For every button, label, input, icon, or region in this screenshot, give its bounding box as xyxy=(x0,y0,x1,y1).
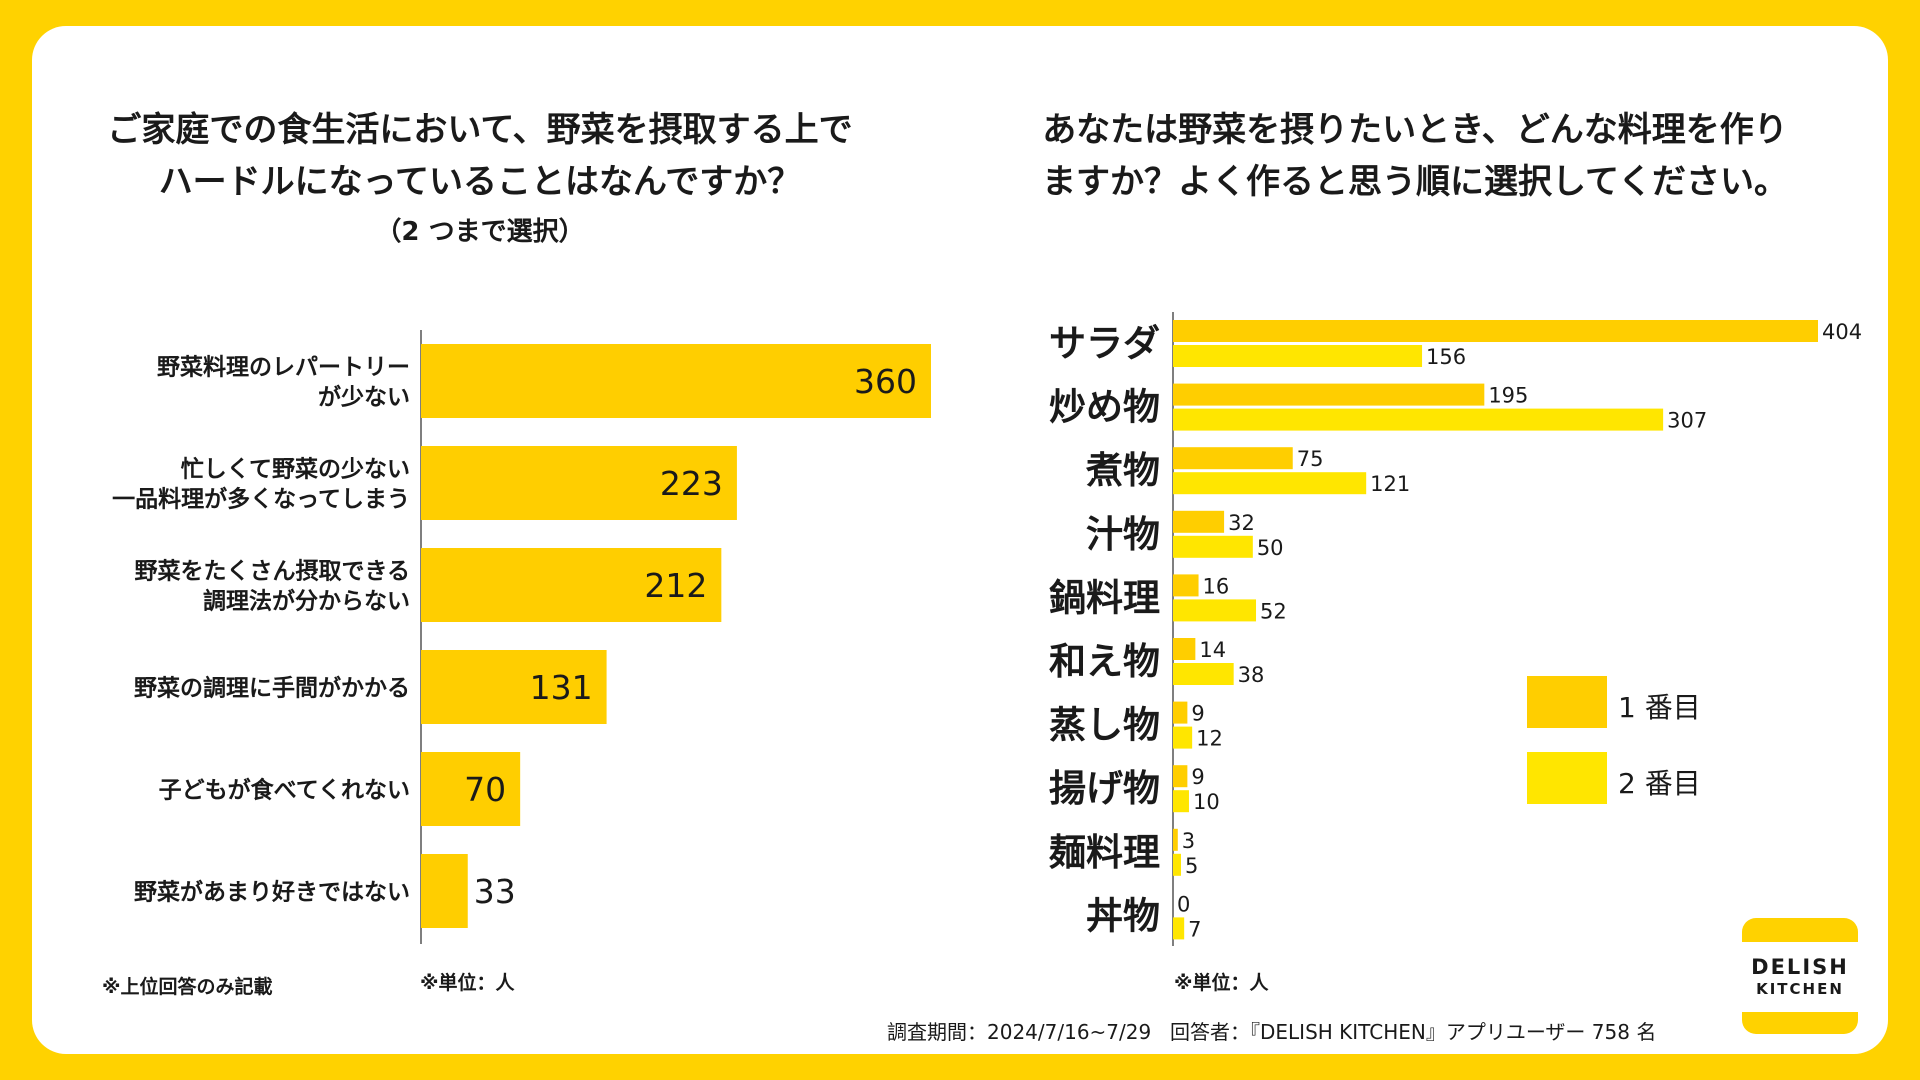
right-bar-value: 75 xyxy=(1297,447,1324,471)
right-bar-value: 0 xyxy=(1177,892,1190,916)
right-bar-value: 10 xyxy=(1193,790,1220,814)
left-category-label: 一品料理が多くなってしまう xyxy=(112,485,410,512)
right-unit: ※単位：人 xyxy=(1174,972,1269,994)
left-bar xyxy=(421,344,931,418)
logo-text-delish: DELISH xyxy=(1751,955,1849,979)
left-category-label: 野菜の調理に手間がかかる xyxy=(134,674,410,701)
left-bar-value: 131 xyxy=(530,668,593,707)
left-title-line2: ハードルになっていることはなんですか？ xyxy=(158,162,802,202)
right-bar-first xyxy=(1173,510,1225,533)
right-bar-value: 121 xyxy=(1370,472,1410,496)
logo-text-kitchen: KITCHEN xyxy=(1756,980,1844,998)
left-bar xyxy=(421,650,607,724)
left-category-label: が少ない xyxy=(318,383,410,410)
right-bar-value: 307 xyxy=(1667,409,1707,433)
left-note: ※上位回答のみ記載 xyxy=(102,976,273,998)
left-bar xyxy=(421,752,521,826)
left-bar xyxy=(421,446,737,520)
left-bar-value: 223 xyxy=(660,464,723,503)
right-bar-value: 404 xyxy=(1822,320,1862,344)
legend-swatch-first xyxy=(1527,676,1607,728)
right-bar-second xyxy=(1173,345,1423,367)
right-bar-second xyxy=(1173,535,1253,558)
right-bar-value: 3 xyxy=(1182,829,1195,853)
right-bar-second xyxy=(1173,853,1181,876)
right-category-label: 鍋料理 xyxy=(1049,576,1160,619)
right-bar-value: 156 xyxy=(1426,345,1466,369)
right-bar-value: 14 xyxy=(1199,638,1226,662)
right-bar-first xyxy=(1173,383,1485,406)
right-bar-second xyxy=(1173,599,1257,622)
left-bar-value: 360 xyxy=(854,362,917,401)
left-bar-value: 212 xyxy=(644,566,707,605)
left-category-label: 調理法が分からない xyxy=(203,587,410,614)
survey-respondents: 回答者：『DELISH KITCHEN』アプリユーザー 758 名 xyxy=(1170,1020,1657,1044)
left-bar xyxy=(421,548,722,622)
right-bar-first xyxy=(1173,638,1196,660)
delish-kitchen-logo: DELISH KITCHEN xyxy=(1742,918,1858,1034)
left-chart-title: ご家庭での食生活において、野菜を摂取する上で ハードルになっていることはなんです… xyxy=(40,104,920,208)
right-category-label: 和え物 xyxy=(1049,640,1160,683)
right-bar-value: 32 xyxy=(1228,511,1255,535)
left-category-label: 野菜があまり好きではない xyxy=(134,878,410,905)
right-bar-first xyxy=(1173,320,1818,342)
right-bar-value: 5 xyxy=(1185,854,1198,878)
right-bar-value: 12 xyxy=(1196,727,1223,751)
left-category-label: 子どもが食べてくれない xyxy=(159,776,410,803)
right-chart-title: あなたは野菜を摂りたいとき、どんな料理を作り ますか？よく作ると思う順に選択して… xyxy=(960,104,1870,208)
right-bar-second xyxy=(1173,917,1185,940)
content-card xyxy=(32,26,1888,1054)
right-bar-value: 195 xyxy=(1488,384,1528,408)
right-bar-second xyxy=(1173,472,1367,495)
left-bar xyxy=(421,854,468,928)
right-category-label: 丼物 xyxy=(1086,894,1160,937)
left-category-label: 野菜をたくさん摂取できる xyxy=(134,558,410,584)
right-bar-second xyxy=(1173,790,1189,813)
logo-inner: DELISH KITCHEN xyxy=(1742,942,1858,1012)
left-chart-subtitle: （2 つまで選択） xyxy=(375,217,585,247)
right-bar-second xyxy=(1173,663,1234,685)
legend-swatch-second xyxy=(1527,752,1607,804)
right-bar-value: 9 xyxy=(1191,702,1204,726)
right-bar-first xyxy=(1173,574,1199,597)
right-bar-value: 38 xyxy=(1238,663,1265,687)
left-category-label: 忙しくて野菜の少ない xyxy=(181,455,410,482)
left-title-line1: ご家庭での食生活において、野菜を摂取する上で xyxy=(107,110,853,150)
legend-label-second: 2 番目 xyxy=(1618,767,1701,800)
right-category-label: 汁物 xyxy=(1086,513,1160,556)
right-title-line1: あなたは野菜を摂りたいとき、どんな料理を作り xyxy=(1042,110,1788,150)
right-bar-value: 16 xyxy=(1203,574,1230,598)
right-bar-value: 9 xyxy=(1191,765,1204,789)
right-bar-first xyxy=(1173,447,1293,470)
right-bar-first xyxy=(1173,701,1188,724)
right-category-label: 蒸し物 xyxy=(1049,704,1160,747)
right-title-line2: ますか？よく作ると思う順に選択してください。 xyxy=(1042,162,1788,202)
right-bar-first xyxy=(1173,828,1178,851)
survey-period: 調査期間：2024/7/16~7/29 xyxy=(887,1020,1152,1044)
right-bar-value: 52 xyxy=(1260,599,1287,623)
left-bar-value: 70 xyxy=(464,770,506,809)
right-bar-second xyxy=(1173,726,1193,749)
left-category-label: 野菜料理のレパートリー xyxy=(157,354,410,380)
right-bar-second xyxy=(1173,408,1664,431)
right-bar-value: 50 xyxy=(1257,536,1284,560)
right-category-label: サラダ xyxy=(1049,322,1160,365)
right-bar-value: 7 xyxy=(1188,917,1201,941)
right-category-label: 炒め物 xyxy=(1049,386,1160,429)
right-bar-first xyxy=(1173,765,1188,788)
left-unit: ※単位：人 xyxy=(420,972,515,994)
right-category-label: 麺料理 xyxy=(1049,831,1160,874)
legend-label-first: 1 番目 xyxy=(1618,691,1701,724)
left-bar-value: 33 xyxy=(474,872,516,911)
right-category-label: 煮物 xyxy=(1085,449,1160,492)
right-category-label: 揚げ物 xyxy=(1049,767,1160,810)
